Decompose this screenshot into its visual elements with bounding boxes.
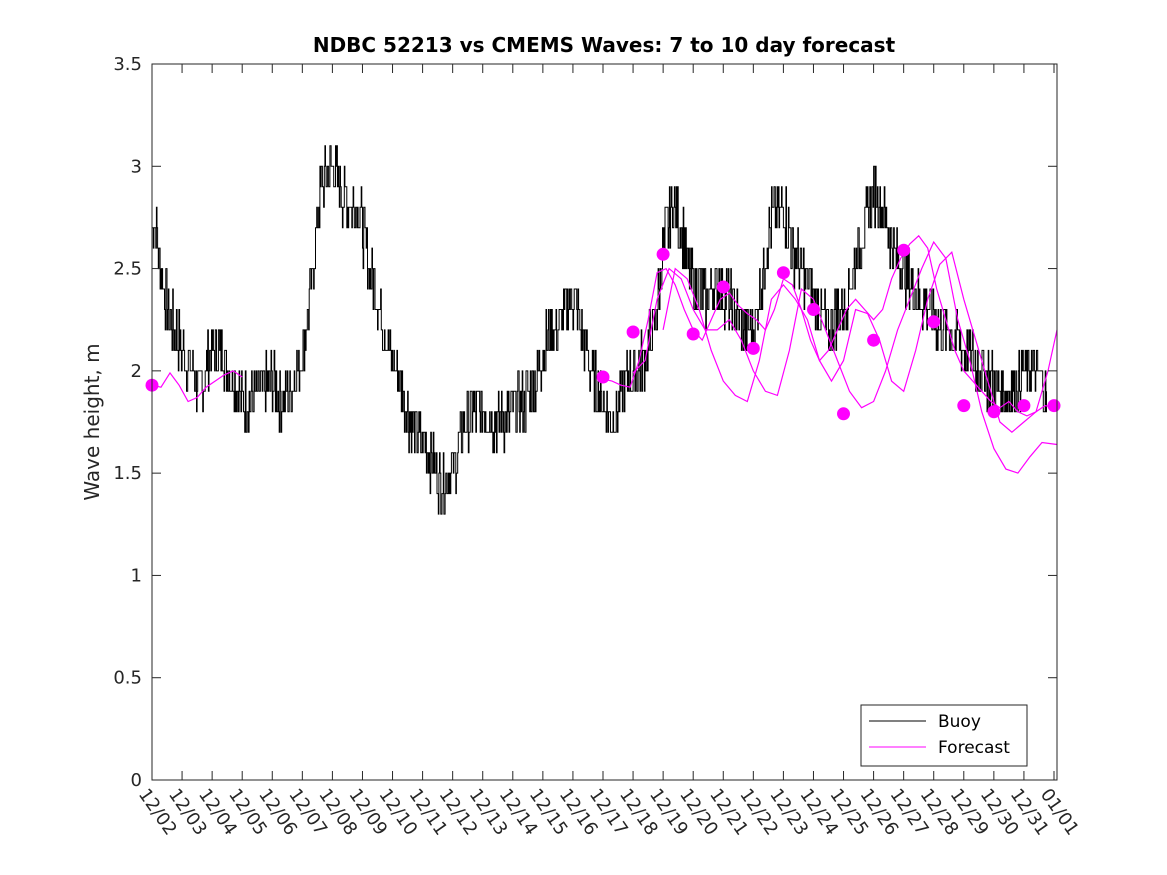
y-tick-label: 3.5 (113, 54, 142, 75)
forecast-marker (776, 266, 790, 280)
y-tick-label: 0 (131, 770, 142, 791)
legend-buoy-label: Buoy (938, 712, 981, 732)
forecast-marker (1047, 399, 1061, 413)
forecast-marker (596, 370, 610, 384)
legend: Buoy Forecast (860, 704, 1028, 767)
forecast-marker (987, 405, 1001, 419)
y-tick-label: 1.5 (113, 463, 142, 484)
forecast-line (602, 234, 1058, 417)
forecast-marker (746, 341, 760, 355)
forecast-marker (957, 399, 971, 413)
marker-layer (145, 243, 1061, 421)
y-tick-label: 3 (131, 156, 142, 177)
y-axis-label: Wave height, m (80, 343, 104, 500)
forecast-marker (927, 315, 941, 329)
forecast-layer (151, 234, 1058, 474)
y-tick-label: 0.5 (113, 668, 142, 689)
plot-area (152, 64, 1057, 780)
legend-box (860, 704, 1028, 767)
y-axis: 0 0.5 1 1.5 2 2.5 3 3.5 (113, 54, 1057, 791)
forecast-marker (837, 407, 850, 421)
plot-frame (151, 63, 1058, 781)
y-tick-label: 2.5 (113, 259, 142, 280)
forecast-line (151, 370, 243, 403)
forecast-marker (1017, 399, 1031, 413)
forecast-marker (626, 325, 640, 339)
forecast-marker (716, 280, 730, 294)
forecast-line (632, 240, 1058, 474)
y-tick-label: 2 (131, 361, 142, 382)
forecast-marker (686, 327, 700, 341)
forecast-marker (656, 247, 670, 261)
forecast-line (662, 251, 1058, 433)
y-tick-label: 1 (131, 565, 142, 586)
legend-forecast-label: Forecast (938, 738, 1010, 758)
chart-title: NDBC 52213 vs CMEMS Waves: 7 to 10 day f… (313, 33, 896, 57)
forecast-marker (867, 333, 881, 347)
forecast-marker (807, 303, 820, 316)
forecast-marker (897, 243, 911, 257)
